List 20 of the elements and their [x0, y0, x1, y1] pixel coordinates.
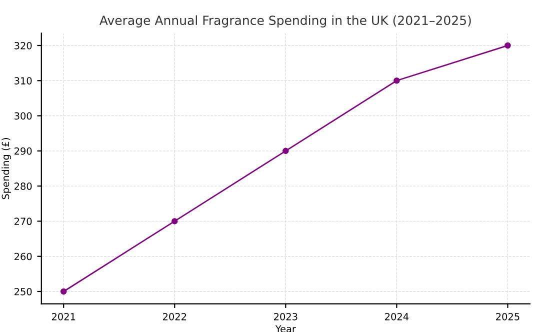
y-tick-label: 250 [14, 288, 32, 296]
x-tick-label: 2022 [162, 312, 186, 320]
y-tick-label: 260 [14, 252, 32, 260]
x-tick-label: 2021 [52, 312, 76, 320]
y-tick-label: 290 [14, 147, 32, 155]
chart-title: Average Annual Fragrance Spending in the UK (2021–2025) [99, 15, 471, 28]
point [172, 218, 178, 224]
point [282, 148, 289, 154]
x-tick-label: 2024 [385, 312, 409, 320]
y-tick-label: 280 [14, 182, 32, 190]
point [394, 78, 400, 84]
y-tick-label: 300 [14, 112, 32, 120]
point [60, 288, 67, 295]
y-axis-title: Spending (£) [2, 138, 12, 200]
y-tick-label: 320 [14, 42, 32, 50]
y-tick-label: 310 [14, 77, 32, 84]
y-tick-label: 270 [14, 218, 32, 226]
point [504, 42, 511, 49]
x-tick-label: 2025 [496, 312, 520, 320]
x-tick-label: 2023 [274, 312, 298, 320]
